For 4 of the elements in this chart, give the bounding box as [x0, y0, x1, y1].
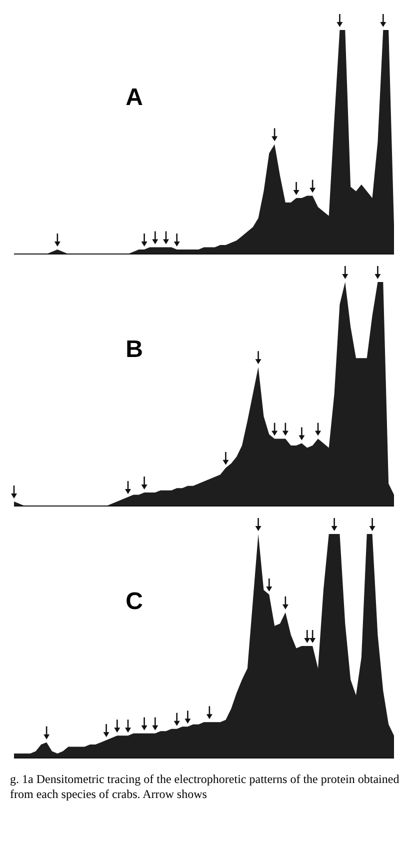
text: C: [126, 588, 143, 616]
text: A: [126, 84, 143, 112]
text: B: [126, 336, 143, 364]
text: g. 1a Densitometric tracing of the electrophoretic patterns of the protein obtained from each species of crabs. Arrow shows: [9, 772, 400, 802]
